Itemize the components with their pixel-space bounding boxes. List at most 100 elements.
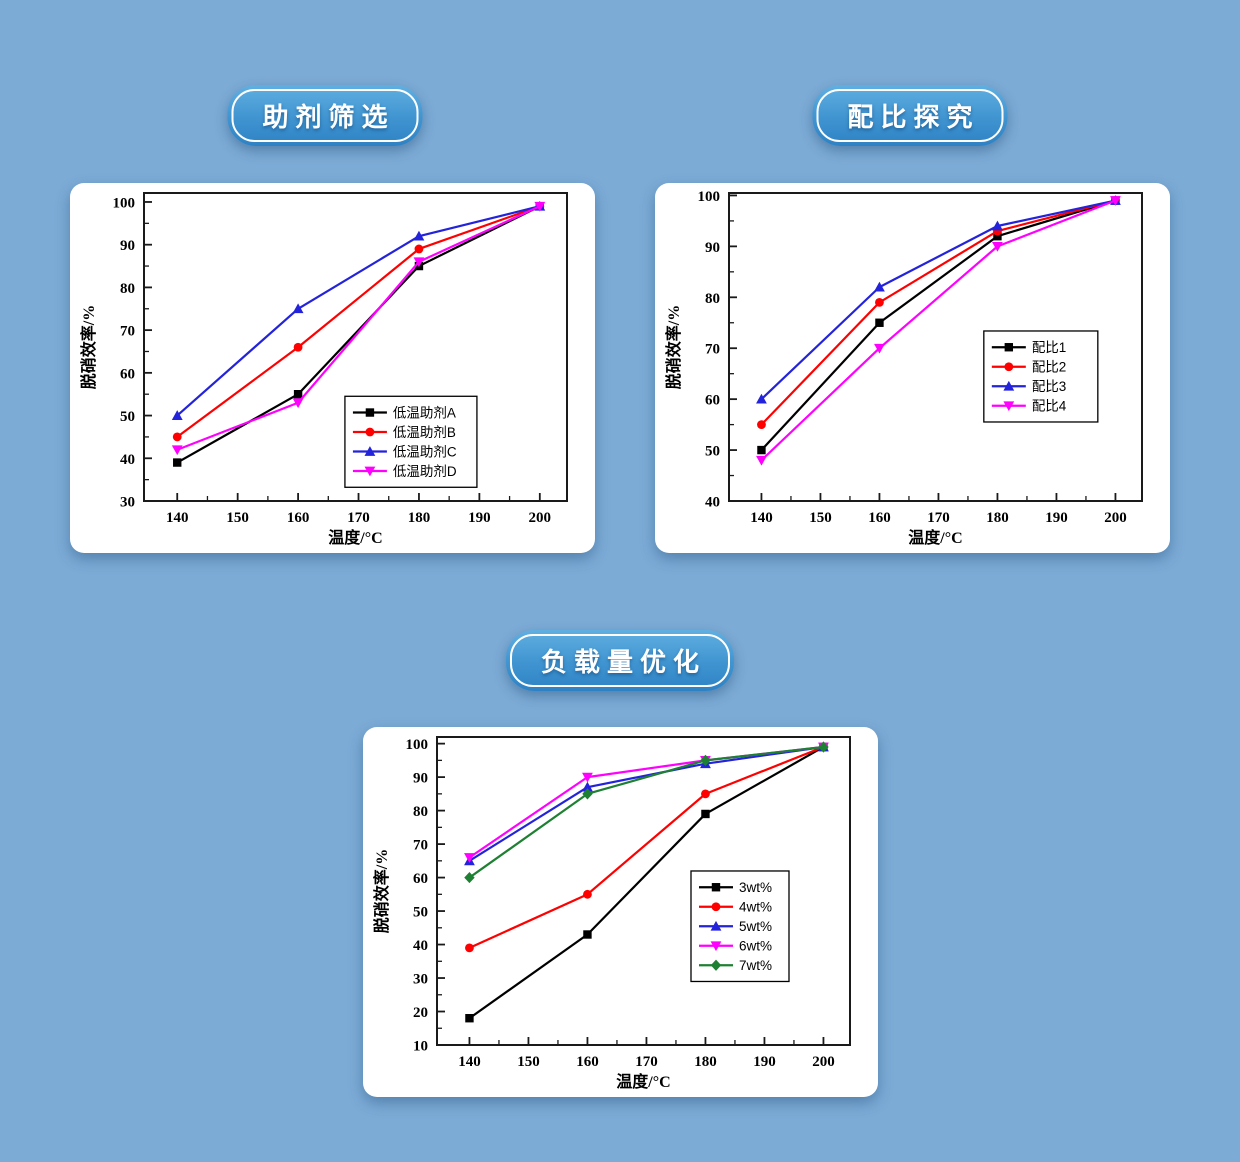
y-tick-label: 90 <box>413 771 428 787</box>
y-tick-label: 30 <box>413 972 428 988</box>
data-point-marker <box>293 342 303 352</box>
x-tick-label: 200 <box>1104 510 1127 526</box>
series-line <box>468 746 824 1020</box>
data-point-marker <box>172 432 182 442</box>
legend-label: 低温助剂B <box>393 425 456 440</box>
x-axis-title: 温度/°C <box>615 1072 670 1091</box>
x-tick-label: 190 <box>468 510 491 526</box>
y-tick-label: 40 <box>705 495 720 511</box>
chart-ratio-study: 40 50 60 70 80 90 100 140 150 160 170 180 190 200 温度/°… <box>664 189 1143 547</box>
legend-marker <box>364 466 376 477</box>
y-tick-label: 40 <box>413 938 428 954</box>
legend-entry: 3wt% <box>698 880 772 895</box>
y-tick-label: 80 <box>705 291 720 307</box>
legend-entry: 低温助剂A <box>352 406 456 421</box>
legend-entry: 5wt% <box>698 919 772 934</box>
legend-marker <box>1004 362 1014 372</box>
section-badge-loading-optimization: 负载量优化 <box>505 630 735 691</box>
x-tick-label: 190 <box>753 1054 776 1070</box>
data-point-marker <box>413 230 425 241</box>
data-point-marker <box>757 420 766 430</box>
legend-entry: 6wt% <box>698 939 772 954</box>
plot-frame <box>436 736 851 1046</box>
series-line <box>176 205 541 451</box>
y-tick-label: 100 <box>113 195 136 211</box>
legend-marker <box>365 408 375 417</box>
data-point-marker <box>293 390 303 399</box>
series-5wt% <box>464 741 829 866</box>
x-tick-label: 170 <box>927 510 950 526</box>
y-tick-label: 20 <box>413 1005 428 1021</box>
x-tick-label: 200 <box>529 510 552 526</box>
y-tick-label: 30 <box>120 495 135 511</box>
y-tick-label: 100 <box>406 737 429 753</box>
series-line <box>468 745 824 949</box>
x-tick-label: 160 <box>868 510 891 526</box>
x-tick-label: 160 <box>576 1054 599 1070</box>
y-axis-title: 脱硝效率/% <box>79 305 98 389</box>
section-badge-additive-screening: 助剂筛选 <box>227 85 423 146</box>
series-7wt% <box>464 741 829 884</box>
y-tick-label: 90 <box>705 240 720 256</box>
legend-marker <box>1003 380 1015 391</box>
legend-label: 配比2 <box>1032 360 1067 375</box>
series-配比4 <box>756 196 1121 466</box>
legend-label: 配比1 <box>1032 340 1067 355</box>
x-tick-label: 200 <box>812 1054 835 1070</box>
y-tick-label: 60 <box>705 393 720 409</box>
data-point-marker <box>583 930 592 939</box>
x-tick-label: 160 <box>287 510 310 526</box>
axes: 10 20 30 40 50 60 70 80 90 100 140 150 160 170 180 190 2… <box>406 736 851 1070</box>
legend-label: 4wt% <box>739 900 772 915</box>
data-point-marker <box>993 231 1002 241</box>
data-point-marker <box>171 445 183 456</box>
data-point-marker <box>465 1014 474 1023</box>
y-tick-label: 40 <box>120 452 135 468</box>
y-tick-label: 70 <box>413 838 428 854</box>
x-tick-label: 140 <box>166 510 189 526</box>
plot-frame <box>143 192 568 502</box>
data-point-marker <box>875 297 884 307</box>
data-point-marker <box>582 781 593 792</box>
legend-marker <box>365 427 375 437</box>
section-badge-ratio-study: 配比探究 <box>812 85 1008 146</box>
legend-label: 低温助剂C <box>393 445 457 460</box>
data-point-marker <box>414 244 424 254</box>
y-tick-label: 10 <box>413 1039 428 1055</box>
legend-entry: 低温助剂D <box>352 464 457 479</box>
legend-label: 配比4 <box>1032 399 1067 414</box>
axes: 30 40 50 60 70 80 90 100 140 150 160 170 180 190 200 <box>113 192 568 526</box>
x-tick-label: 190 <box>1045 510 1068 526</box>
chart-loading-optimization: 10 20 30 40 50 60 70 80 90 100 140 150 160 170 180 190 2… <box>372 736 851 1091</box>
series-line <box>760 199 1116 462</box>
legend-marker <box>1004 343 1014 352</box>
legend-marker <box>710 941 722 952</box>
data-point-marker <box>874 343 885 354</box>
x-tick-label: 140 <box>750 510 773 526</box>
x-tick-label: 170 <box>635 1054 658 1070</box>
series-line <box>760 199 1116 400</box>
x-tick-label: 180 <box>408 510 431 526</box>
legend-entry: 7wt% <box>698 958 772 973</box>
y-axis-title: 脱硝效率/% <box>664 305 683 389</box>
y-tick-label: 100 <box>698 189 721 205</box>
x-tick-label: 170 <box>347 510 370 526</box>
data-point-marker <box>413 257 425 268</box>
data-point-marker <box>992 220 1003 231</box>
legend-label: 7wt% <box>739 958 772 973</box>
data-point-marker <box>701 789 710 799</box>
legend-label: 3wt% <box>739 880 772 895</box>
data-point-marker <box>534 201 546 212</box>
data-point-marker <box>465 943 474 953</box>
legend-label: 6wt% <box>739 939 772 954</box>
y-tick-label: 50 <box>120 409 135 425</box>
x-tick-label: 180 <box>694 1054 717 1070</box>
data-point-marker <box>701 809 710 819</box>
series-line <box>468 745 824 879</box>
x-axis-title: 温度/°C <box>327 528 382 547</box>
series-line <box>176 205 541 438</box>
chart-card-ratio-study: 40 50 60 70 80 90 100 140 150 160 170 180 190 200 温度/°… <box>655 183 1170 553</box>
data-point-marker <box>1110 196 1121 206</box>
data-point-marker <box>582 772 593 783</box>
chart-card-loading-optimization: 10 20 30 40 50 60 70 80 90 100 140 150 160 170 180 190 2… <box>363 727 878 1097</box>
